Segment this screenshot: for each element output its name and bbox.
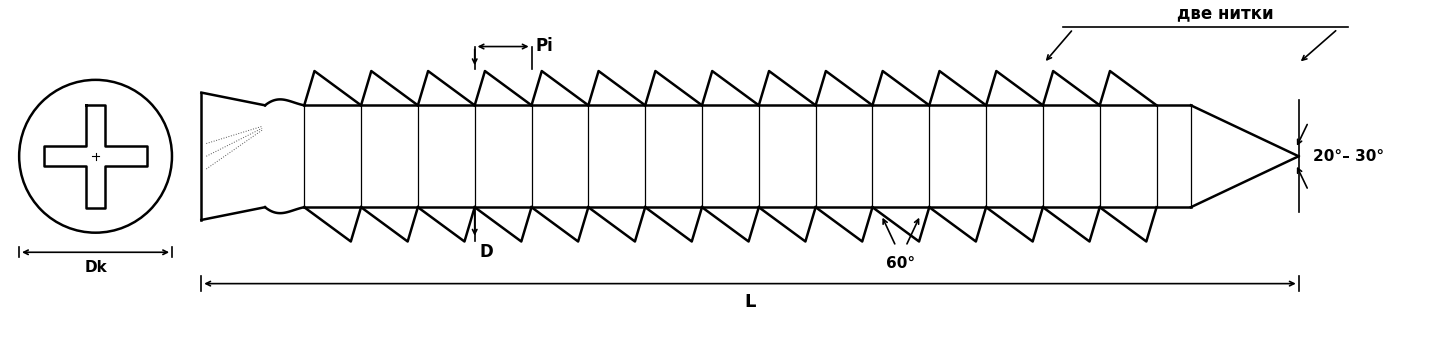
Text: две нитки: две нитки (1177, 4, 1274, 22)
Text: 60°: 60° (887, 256, 916, 271)
Text: D: D (480, 244, 493, 261)
Text: Pi: Pi (535, 37, 553, 55)
Text: L: L (744, 293, 756, 311)
Text: 20°– 30°: 20°– 30° (1313, 149, 1384, 164)
Text: Dk: Dk (84, 260, 107, 275)
